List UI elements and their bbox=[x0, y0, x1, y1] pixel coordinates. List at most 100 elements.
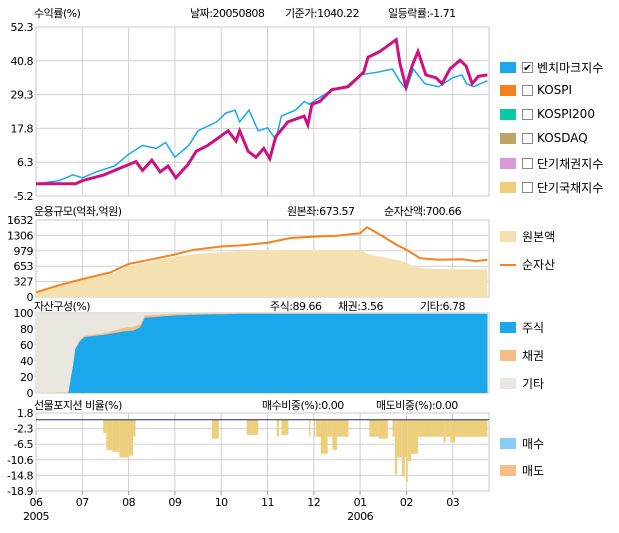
sell-bar bbox=[336, 419, 349, 437]
series-checkbox[interactable] bbox=[522, 182, 533, 193]
legend-label: 주식 bbox=[522, 321, 545, 335]
sell-bar bbox=[392, 419, 395, 437]
series-checkbox[interactable] bbox=[522, 158, 533, 169]
legend-sell: 매도 bbox=[500, 462, 544, 479]
y-tick-label: 100 bbox=[14, 307, 34, 320]
legend-label: 매수 bbox=[522, 437, 545, 451]
series-checkbox[interactable] bbox=[522, 84, 533, 96]
fund-return-line bbox=[36, 36, 488, 186]
series-swatch bbox=[500, 182, 516, 193]
sell-bar bbox=[211, 419, 219, 439]
x-month-label: 12 bbox=[307, 496, 320, 509]
legend-item[interactable]: KOSPI200 bbox=[500, 107, 595, 121]
x-month-label: 07 bbox=[76, 496, 89, 509]
y-tick-label: -2.3 bbox=[14, 423, 34, 436]
legend-item[interactable]: KOSDAQ bbox=[500, 131, 588, 145]
x-month-label: 11 bbox=[261, 496, 274, 509]
sell-bar bbox=[133, 419, 136, 437]
sell-bar bbox=[397, 419, 402, 458]
y-tick-label: 1632 bbox=[7, 214, 33, 227]
y-tick-label: 1.8 bbox=[17, 407, 33, 420]
legend-label: 채권 bbox=[522, 349, 545, 363]
sell-bar bbox=[316, 419, 321, 437]
aum-title: 운용규모(억좌,억원) bbox=[34, 205, 122, 218]
legend-bond: 채권 bbox=[500, 347, 544, 364]
sell-bar bbox=[401, 419, 406, 477]
x-month-label: 02 bbox=[400, 496, 413, 509]
sell-bar bbox=[394, 419, 398, 475]
x-year-label: 2006 bbox=[347, 510, 373, 523]
sell-bar bbox=[119, 419, 129, 458]
y-tick-label: 52.3 bbox=[11, 21, 34, 34]
sell-bar bbox=[103, 419, 107, 433]
y-tick-label: 40.8 bbox=[11, 55, 34, 68]
sell-bar bbox=[405, 419, 407, 458]
legend-item[interactable]: ✔ 벤치마크지수 bbox=[500, 59, 603, 76]
other-readout: 기타:6.78 bbox=[420, 300, 465, 313]
y-tick-label: 6.3 bbox=[17, 156, 33, 169]
base-price-readout: 기준가:1040.22 bbox=[285, 7, 360, 20]
legend-label: KOSPI bbox=[537, 83, 573, 97]
bond-swatch bbox=[500, 350, 516, 361]
assets-title: 자산구성(%) bbox=[34, 300, 91, 313]
legend-label: 기타 bbox=[522, 377, 545, 391]
sell-bar bbox=[455, 419, 488, 437]
sell-bar bbox=[424, 419, 444, 437]
sell-bar bbox=[313, 419, 316, 437]
series-swatch bbox=[500, 108, 516, 120]
legend-principal: 원본액 bbox=[500, 228, 555, 245]
sell-bar bbox=[128, 419, 134, 456]
y-tick-label: 40 bbox=[20, 355, 33, 368]
sell-bar bbox=[251, 419, 259, 435]
y-tick-label: -18.9 bbox=[7, 485, 33, 498]
sell-bar bbox=[369, 419, 379, 437]
legend-label: KOSDAQ bbox=[537, 131, 588, 145]
sell-bar bbox=[406, 419, 408, 482]
legend-item[interactable]: 단기국채지수 bbox=[500, 179, 603, 196]
y-tick-label: -5.2 bbox=[14, 190, 33, 203]
legend-label: 원본액 bbox=[522, 230, 556, 244]
buy-weight-readout: 매수비중(%):0.00 bbox=[262, 399, 344, 412]
y-tick-label: 60 bbox=[20, 339, 33, 352]
sell-bar bbox=[309, 419, 311, 437]
nav-line-swatch bbox=[500, 263, 516, 266]
legend-other: 기타 bbox=[500, 375, 544, 392]
y-tick-label: 20 bbox=[20, 371, 33, 384]
legend-item[interactable]: KOSPI bbox=[500, 83, 572, 97]
legend-label: 순자산 bbox=[522, 258, 556, 272]
buy-swatch bbox=[500, 438, 516, 449]
sell-bar bbox=[106, 419, 113, 450]
stock-readout: 주식:89.66 bbox=[270, 300, 322, 313]
y-tick-label: 29.3 bbox=[11, 89, 34, 102]
series-checkbox[interactable] bbox=[522, 132, 533, 144]
legend-item[interactable]: 단기채권지수 bbox=[500, 155, 603, 172]
sell-weight-readout: 매도비중(%):0.00 bbox=[376, 399, 458, 412]
x-month-label: 03 bbox=[446, 496, 459, 509]
y-tick-label: -14.8 bbox=[7, 469, 33, 482]
bond-readout: 채권:3.56 bbox=[338, 300, 383, 313]
y-tick-label: 0 bbox=[27, 291, 34, 304]
y-tick-label: 653 bbox=[14, 260, 34, 273]
x-month-label: 09 bbox=[168, 496, 181, 509]
plot-area bbox=[35, 26, 490, 197]
sell-bar bbox=[246, 419, 252, 435]
legend-label: 벤치마크지수 bbox=[537, 61, 604, 75]
principal-area bbox=[36, 250, 488, 297]
y-tick-label: 80 bbox=[20, 323, 33, 336]
sell-bar bbox=[281, 419, 289, 435]
series-checkbox[interactable] bbox=[522, 108, 533, 120]
series-checkbox[interactable]: ✔ bbox=[522, 62, 533, 74]
sell-swatch bbox=[500, 465, 516, 476]
legend-buy: 매수 bbox=[500, 435, 544, 452]
x-month-label: 01 bbox=[354, 496, 367, 509]
legend-label: 단기채권지수 bbox=[537, 157, 604, 171]
y-tick-label: 0 bbox=[27, 387, 34, 400]
sell-bar bbox=[332, 419, 337, 450]
sell-bar bbox=[378, 419, 388, 439]
futures-title: 선물포지션 비율(%) bbox=[34, 399, 122, 412]
y-tick-label: 327 bbox=[14, 276, 34, 289]
series-swatch bbox=[500, 158, 516, 169]
sell-bar bbox=[411, 419, 418, 454]
